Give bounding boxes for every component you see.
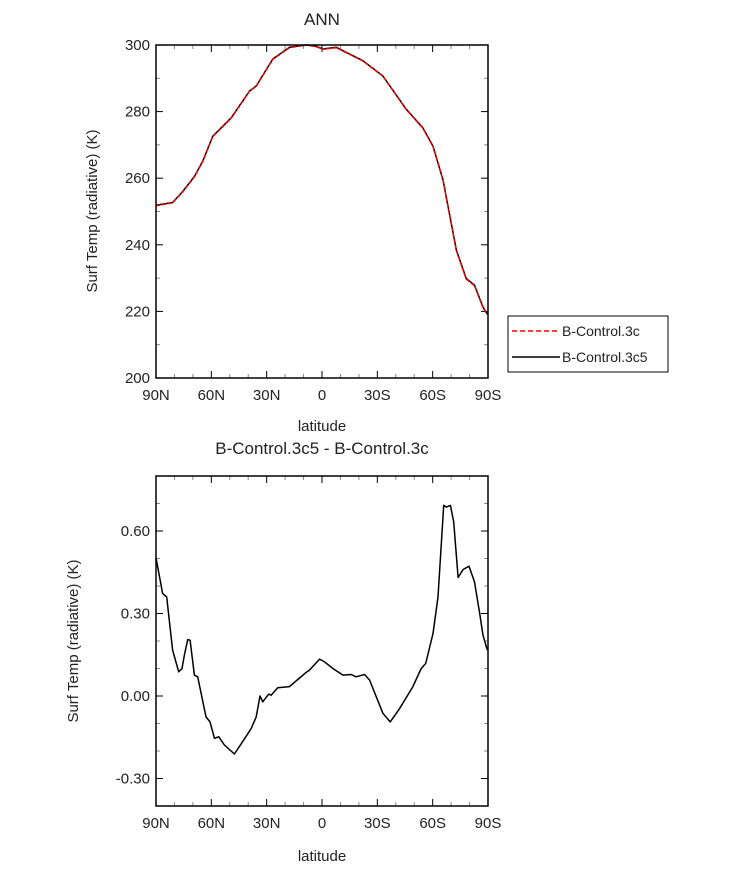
y-tick-label: -0.30 [116, 771, 150, 788]
x-tick-label: 90S [475, 815, 502, 832]
series-line-b-control-3c [155, 44, 488, 315]
x-tick-label: 30N [253, 387, 281, 404]
top-panel: ANN latitude Surf Temp (radiative) (K) 9… [84, 10, 501, 435]
top-xlabel: latitude [298, 418, 346, 435]
bottom-title: B-Control.3c5 - B-Control.3c [215, 439, 429, 458]
bottom-panel: B-Control.3c5 - B-Control.3c latitude Su… [65, 439, 501, 865]
y-tick-label: 200 [125, 370, 150, 387]
x-tick-label: 60N [198, 387, 226, 404]
x-tick-label: 0 [318, 387, 326, 404]
legend-label-1: B-Control.3c [562, 323, 640, 339]
x-tick-label: 90S [475, 387, 502, 404]
top-plot-frame [155, 44, 489, 379]
top-title: ANN [304, 10, 340, 29]
y-tick-label: 260 [125, 170, 150, 187]
x-tick-label: 0 [318, 815, 326, 832]
y-tick-label: 0.00 [121, 688, 150, 705]
series-line-difference [155, 504, 489, 755]
y-tick-label: 240 [125, 237, 150, 254]
x-tick-label: 90N [142, 815, 170, 832]
x-tick-label: 60S [419, 387, 446, 404]
x-tick-label: 60N [198, 815, 226, 832]
y-tick-label: 300 [125, 37, 150, 54]
y-tick-label: 280 [125, 104, 150, 121]
bottom-xlabel: latitude [298, 848, 346, 865]
y-tick-label: 220 [125, 303, 150, 320]
legend: B-Control.3c B-Control.3c5 [507, 315, 669, 373]
y-tick-label: 0.60 [121, 523, 150, 540]
legend-box [507, 315, 669, 373]
x-tick-label: 30S [364, 387, 391, 404]
bottom-plot-frame [155, 475, 489, 807]
x-tick-label: 90N [142, 387, 170, 404]
x-tick-label: 30S [364, 815, 391, 832]
series-line-b-control-3c5 [155, 44, 488, 315]
bottom-ylabel: Surf Temp (radiative) (K) [65, 559, 82, 722]
top-ylabel: Surf Temp (radiative) (K) [84, 129, 101, 292]
legend-label-2: B-Control.3c5 [562, 349, 648, 365]
y-tick-label: 0.30 [121, 606, 150, 623]
x-tick-label: 60S [419, 815, 446, 832]
x-tick-label: 30N [253, 815, 281, 832]
